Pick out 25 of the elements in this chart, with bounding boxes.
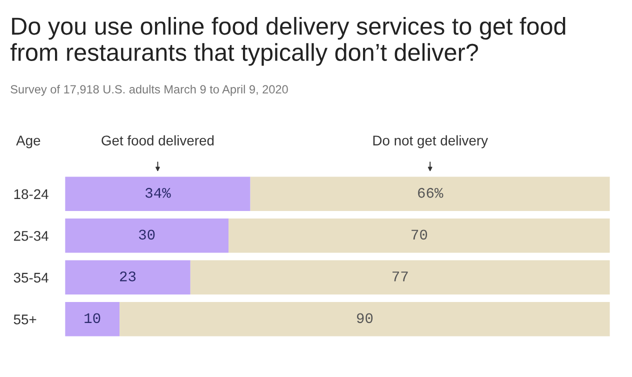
bar bbox=[190, 260, 610, 295]
data-label: 23 bbox=[120, 271, 136, 282]
data-label: 70 bbox=[412, 230, 428, 240]
chart-title: Do you use online food delivery services to get food from restaurants that typically don’t deliver? bbox=[10, 16, 566, 66]
bar bbox=[65, 260, 190, 295]
bar bbox=[250, 176, 610, 212]
data-label: 77 bbox=[392, 272, 408, 282]
bar bbox=[120, 302, 610, 336]
data-label: 90 bbox=[356, 313, 373, 324]
y-tick-label: 55+ bbox=[14, 314, 36, 324]
data-label: 66% bbox=[418, 188, 444, 198]
bar bbox=[228, 218, 610, 253]
data-label: 10 bbox=[84, 313, 100, 324]
data-label: 34% bbox=[145, 188, 171, 198]
text: Get food delivered bbox=[102, 135, 214, 146]
y-axis-title: Age bbox=[16, 136, 40, 148]
data-label: 30 bbox=[138, 230, 155, 240]
chart-subtitle: Survey of 17,918 U.S. adults March 9 to April 9, 2020 bbox=[10, 84, 288, 96]
bar bbox=[65, 218, 229, 253]
bar bbox=[65, 302, 120, 336]
y-tick-label: 35-54 bbox=[14, 272, 48, 283]
y-tick-label: 25-34 bbox=[14, 231, 48, 241]
text: Do not get delivery bbox=[373, 135, 488, 148]
y-tick-label: 18-24 bbox=[14, 189, 48, 200]
bar bbox=[65, 176, 250, 212]
